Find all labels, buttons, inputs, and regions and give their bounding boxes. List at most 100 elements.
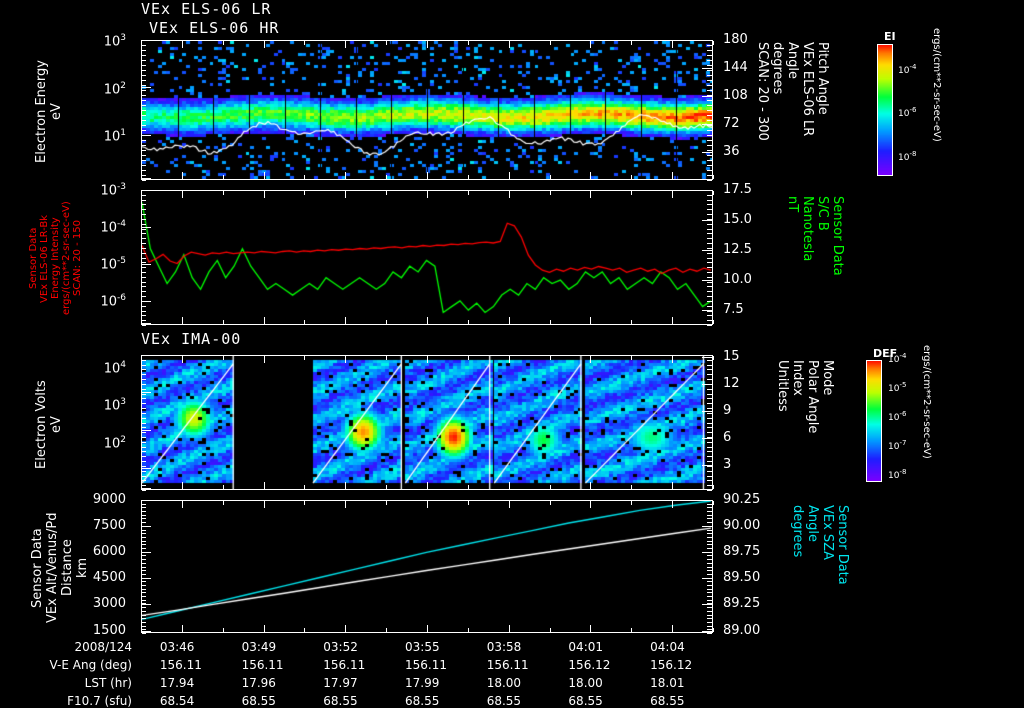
ytick-minor-left-p0 (142, 125, 146, 126)
xtick-top-p1-7 (427, 191, 428, 198)
ytick-minor-right-p1 (707, 214, 712, 215)
ytick-major-right-p1-0 (702, 190, 712, 191)
bottom-cell-lst-6: 18.01 (650, 676, 685, 690)
bottom-cell-veang-0: 156.11 (159, 658, 202, 672)
xtick-top-p2-3 (264, 356, 265, 363)
ytick-minor-left-p1 (142, 209, 146, 210)
ytick-minor-right-p1 (707, 286, 712, 287)
ytick-minor-right-p0 (707, 145, 712, 146)
ytick-minor-left-p0 (142, 75, 146, 76)
ytick-minor-left-p2 (142, 379, 146, 380)
xtick-top-p3-14 (713, 501, 714, 505)
panel2-ytick-1: 10-4 (100, 219, 126, 236)
ytick-minor-right-p3 (707, 563, 712, 564)
xtick-bottom-p1-5 (345, 317, 346, 324)
xtick-top-p2-13 (672, 356, 673, 363)
panel1-right-axis-label: Pitch Angle VEx ELS-06 LR (800, 42, 830, 137)
ytick-minor-left-p0 (142, 90, 146, 91)
ytick-minor-right-p3 (707, 618, 712, 619)
xtick-bottom-p2-3 (264, 482, 265, 489)
ytick-minor-left-p3 (142, 585, 146, 586)
ytick-minor-left-p2 (142, 384, 146, 385)
ytick-minor-left-p3 (142, 511, 146, 512)
panel3-rtick-2: 9 (723, 403, 732, 418)
panel4-ytick-2: 6000 (92, 544, 126, 559)
xtick-bottom-p2-5 (345, 482, 346, 489)
panel1-ytick-2: 101 (103, 128, 126, 145)
ytick-minor-right-p0 (707, 155, 712, 156)
ytick-major-left-p0-2 (142, 135, 151, 136)
ytick-minor-left-p0 (142, 50, 146, 51)
ytick-minor-left-p0 (142, 140, 146, 141)
ytick-minor-right-p3 (707, 567, 712, 568)
xtick-bottom-p1-8 (468, 320, 469, 324)
ytick-minor-right-p2 (707, 447, 712, 448)
ytick-major-left-p2-1 (142, 392, 151, 393)
ytick-minor-left-p3 (142, 518, 146, 519)
ytick-minor-right-p0 (707, 170, 712, 171)
xtick-bottom-p0-0 (141, 175, 142, 179)
bottom-row-label-veang: V-E Ang (deg) (49, 658, 132, 672)
bottom-cell-f107-5: 68.55 (568, 694, 603, 708)
xtick-top-p2-5 (345, 356, 346, 363)
xtick-top-p0-13 (672, 41, 673, 48)
panel3-right-axis-label: Mode Polar Angle Index Unitless (775, 360, 835, 434)
ytick-major-right-p0-1 (702, 68, 712, 69)
xtick-bottom-p2-10 (550, 485, 551, 489)
panel1-plot (141, 40, 713, 180)
xtick-bottom-p3-7 (427, 625, 428, 632)
ytick-minor-right-p3 (707, 585, 712, 586)
panel1-rtick-4: 36 (723, 144, 740, 159)
ytick-minor-left-p1 (142, 204, 146, 205)
bottom-cell-f107-1: 68.55 (241, 694, 276, 708)
ytick-minor-left-p1 (142, 315, 146, 316)
ytick-minor-left-p2 (142, 490, 146, 491)
ytick-minor-left-p0 (142, 105, 146, 106)
panel2-line-canvas (142, 191, 712, 324)
xtick-top-p2-14 (713, 356, 714, 360)
ytick-minor-right-p3 (707, 622, 712, 623)
ytick-minor-left-p1 (142, 214, 146, 215)
xtick-top-p1-14 (713, 191, 714, 195)
panel1-colorbar (877, 44, 893, 176)
ytick-minor-right-p2 (707, 485, 712, 486)
panel3-cbtick-3: 10-7 (888, 439, 907, 452)
panel2-ytick-3: 10-6 (100, 293, 126, 310)
ytick-minor-right-p2 (707, 490, 712, 491)
ytick-minor-right-p0 (707, 180, 712, 181)
panel4-ytick-4: 3000 (92, 596, 126, 611)
xtick-top-p1-10 (550, 191, 551, 195)
ytick-minor-left-p3 (142, 596, 146, 597)
xtick-bottom-p0-4 (304, 175, 305, 179)
ytick-minor-left-p2 (142, 398, 146, 399)
ytick-minor-right-p0 (707, 55, 712, 56)
ytick-minor-right-p2 (707, 408, 712, 409)
ytick-minor-right-p1 (707, 253, 712, 254)
panel3-spectrogram-canvas (142, 356, 712, 489)
panel1-rtick-0: 180 (723, 32, 748, 47)
panel4-rtick-0: 90.25 (723, 492, 761, 507)
ytick-minor-right-p1 (707, 248, 712, 249)
panel1-right-axis-label2: Angle degrees SCAN: 20 - 300 (755, 42, 800, 141)
ytick-major-right-p3-5 (702, 631, 712, 632)
ytick-minor-right-p0 (707, 130, 712, 131)
panel3-rtick-4: 3 (723, 457, 732, 472)
ytick-minor-left-p2 (142, 360, 146, 361)
ytick-major-right-p0-4 (702, 152, 712, 153)
ytick-minor-right-p0 (707, 135, 712, 136)
xtick-bottom-p3-12 (631, 628, 632, 632)
ytick-minor-right-p1 (707, 238, 712, 239)
xtick-top-p3-12 (631, 501, 632, 505)
xtick-bottom-p0-2 (223, 175, 224, 179)
xtick-top-p1-4 (304, 191, 305, 195)
xtick-bottom-p3-2 (223, 628, 224, 632)
ytick-minor-left-p1 (142, 258, 146, 259)
xtick-top-p2-0 (141, 356, 142, 360)
ytick-minor-right-p1 (707, 219, 712, 220)
ytick-minor-right-p1 (707, 320, 712, 321)
ytick-minor-right-p3 (707, 581, 712, 582)
ytick-minor-left-p3 (142, 581, 146, 582)
ytick-major-left-p3-0 (142, 500, 151, 501)
xtick-top-p3-13 (672, 501, 673, 508)
ytick-minor-left-p1 (142, 200, 146, 201)
